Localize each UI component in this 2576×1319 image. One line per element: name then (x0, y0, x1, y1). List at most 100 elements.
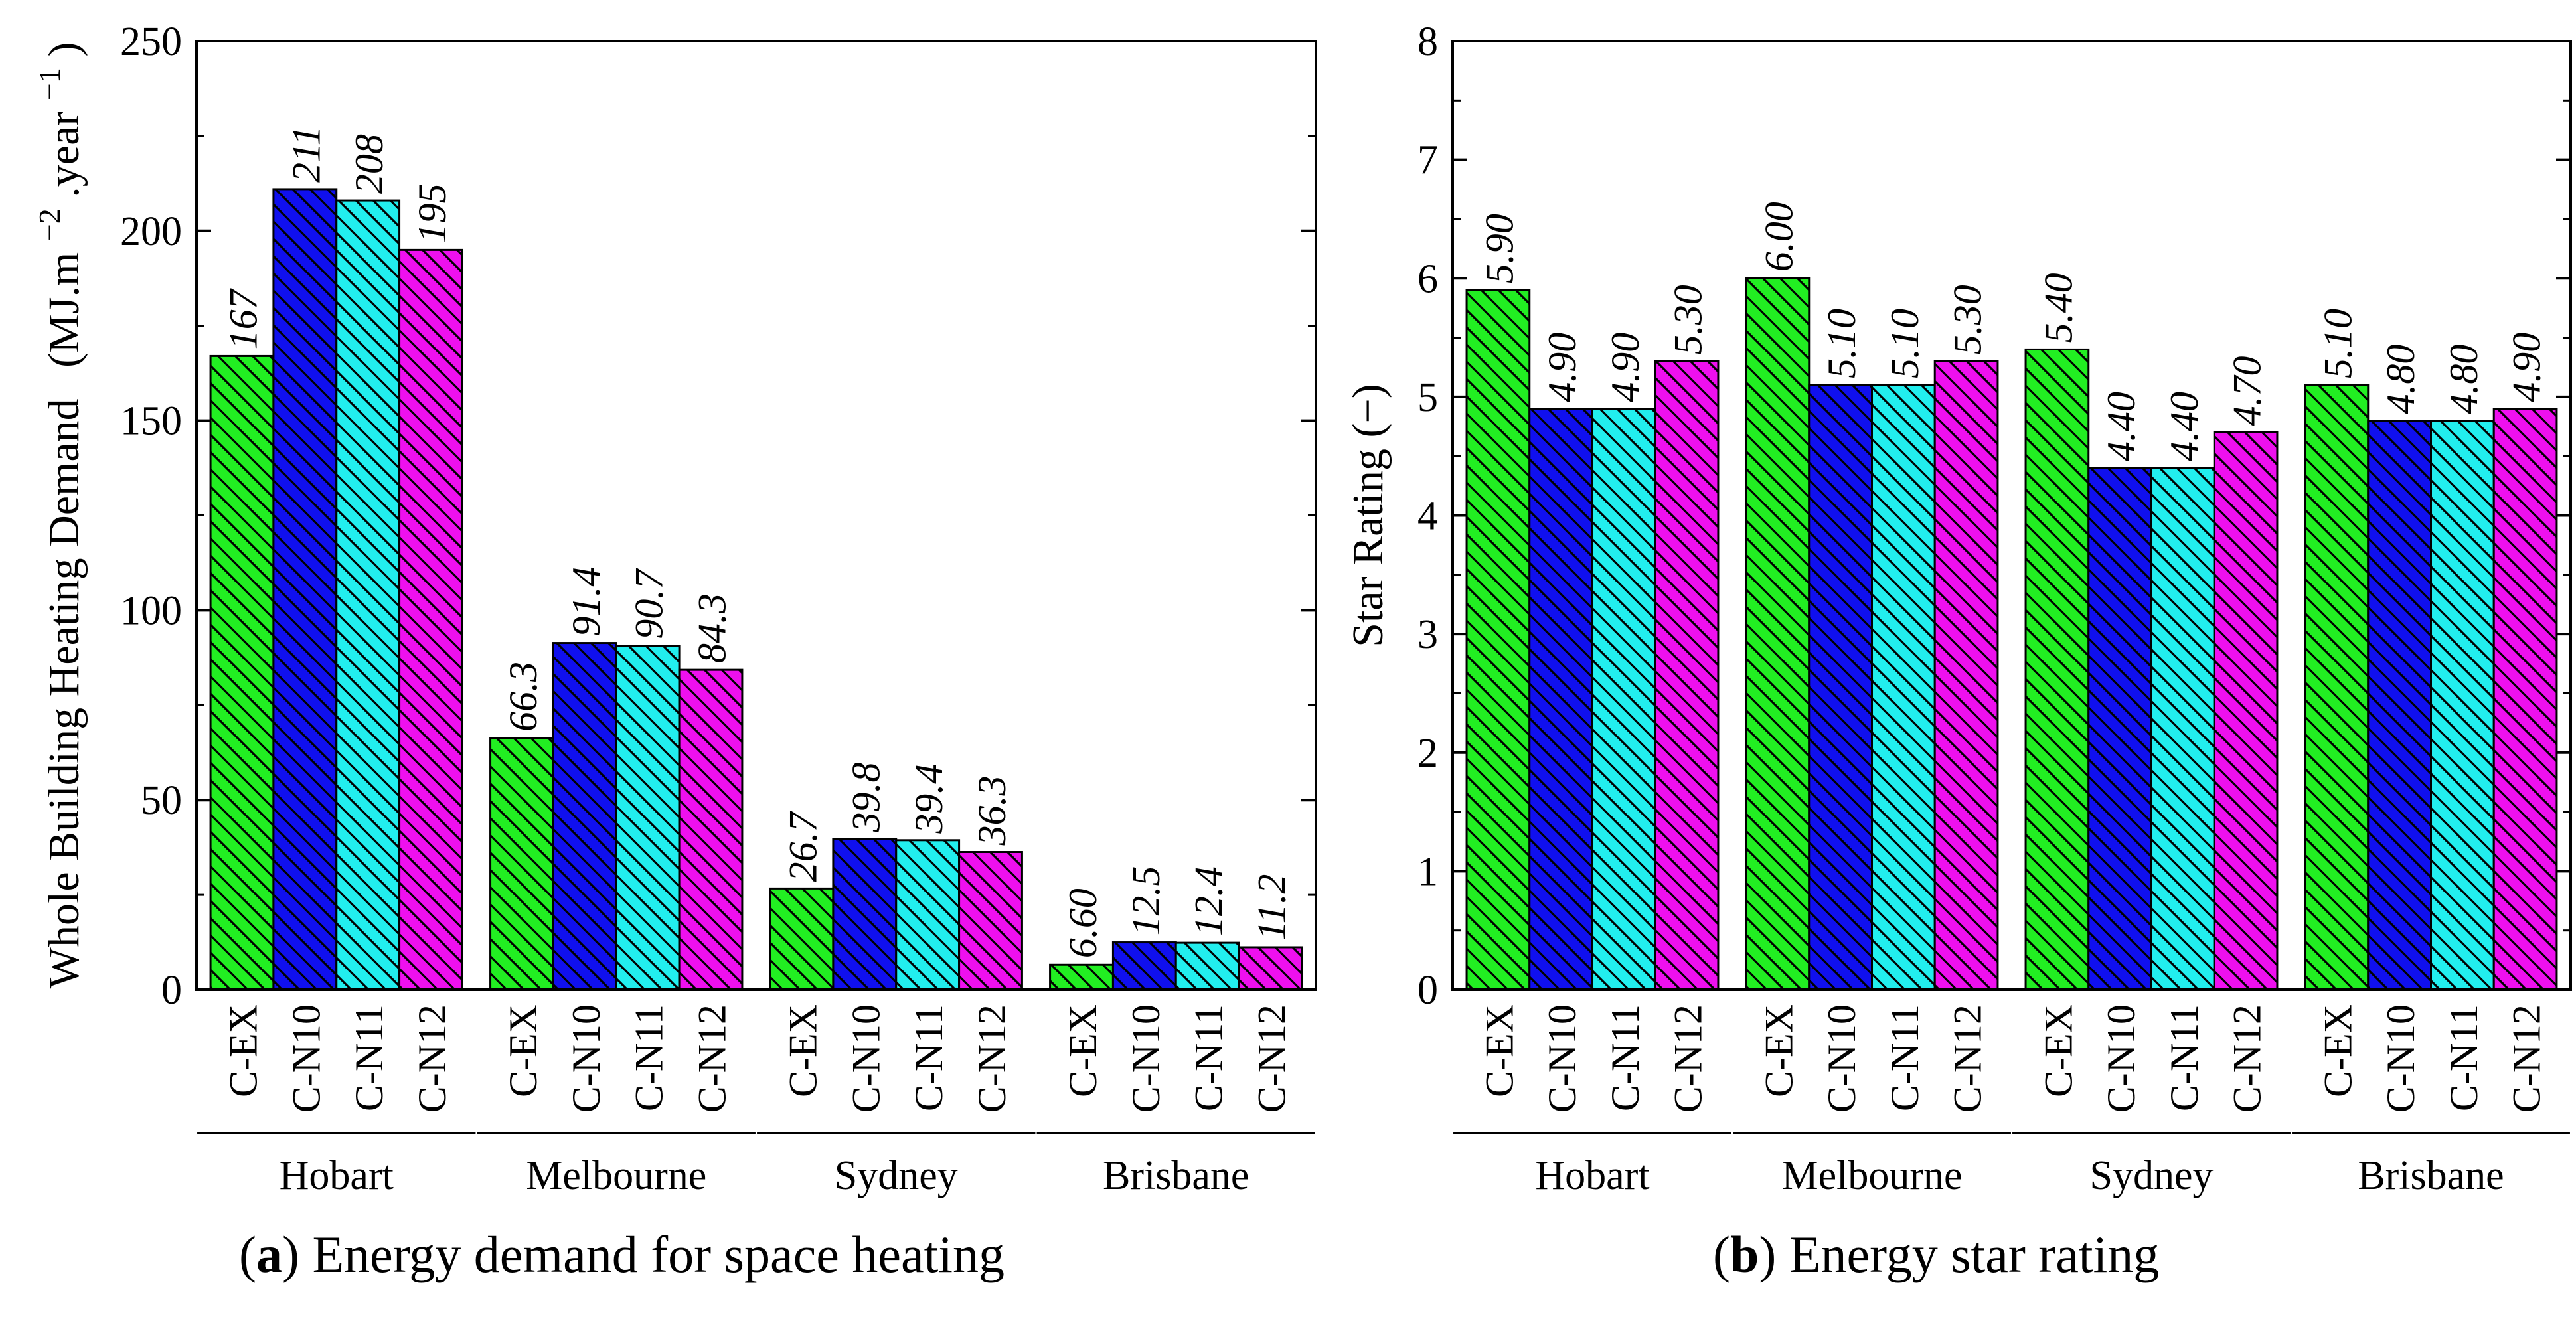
data-label-b-sydney-c-n11: 4.40 (2162, 392, 2206, 461)
x-axis-b: C-EX C-N10 C-N11 C-N12 Hobart C-EX C-N10 C-N11 C… (1453, 1004, 2570, 1198)
y-axis-b: 0 1 2 3 4 5 6 7 8 (1417, 19, 2571, 1013)
x-tick-label-a-hobart-c-ex: C-EX (221, 1004, 265, 1097)
bar-a-sydney-c-ex-hatch (769, 887, 835, 991)
caption-a: (a) Energy demand for space heating (239, 1225, 1005, 1283)
bars-group-a (209, 188, 1303, 991)
bar-b-sydney-c-n10-hatch (2087, 467, 2152, 991)
bar-a-brisbane-c-n10-hatch (1111, 941, 1177, 991)
category-label-a-hobart: Hobart (280, 1153, 394, 1198)
bar-b-sydney-c-n12-hatch (2213, 431, 2279, 991)
bar-b-brisbane-c-n12-hatch (2492, 408, 2558, 991)
data-label-a-melbourne-c-n11: 90.7 (627, 568, 671, 639)
bar-a-sydney-c-n12-hatch (958, 851, 1023, 991)
x-tick-label-b-sydney-c-ex: C-EX (2036, 1004, 2080, 1097)
data-label-a-melbourne-c-n10: 91.4 (564, 567, 608, 637)
y-axis-title-a-unit-sup2: −1 (33, 68, 66, 100)
chart-panel-a: 167 211 208 195 66.3 91.4 90.7 84.3 26.7 39.8 39.4… (21, 19, 1317, 1198)
x-tick-label-a-melbourne-c-n12: C-N12 (690, 1004, 734, 1113)
data-labels-b: 5.90 4.90 4.90 5.30 6.00 5.10 5.10 5.30 5.40 4.40… (1477, 202, 2548, 461)
x-tick-label-b-melbourne-c-n12: C-N12 (1946, 1004, 1990, 1113)
bar-b-melbourne-c-n11-hatch (1871, 384, 1936, 991)
data-label-a-hobart-c-n11: 208 (347, 134, 391, 194)
data-label-b-brisbane-c-n10: 4.80 (2379, 345, 2423, 414)
category-label-a-melbourne: Melbourne (526, 1153, 706, 1198)
x-tick-label-b-brisbane-c-ex: C-EX (2316, 1004, 2360, 1097)
x-tick-label-b-hobart-c-n11: C-N11 (1603, 1004, 1647, 1111)
data-label-b-sydney-c-n10: 4.40 (2099, 392, 2143, 461)
y-axis-title-b: Star Rating (−) (1344, 384, 1392, 647)
y-tick-label-b-3: 3 (1417, 612, 1438, 657)
bar-a-hobart-c-n11-hatch (335, 199, 401, 991)
x-tick-label-a-hobart-c-n11: C-N11 (347, 1004, 391, 1111)
bars-group-b (1465, 277, 2558, 991)
data-label-a-sydney-c-n10: 39.8 (844, 763, 888, 833)
data-label-a-brisbane-c-n10: 12.5 (1124, 866, 1168, 936)
y-tick-label-a-4: 200 (120, 209, 182, 254)
category-label-a-sydney: Sydney (835, 1153, 958, 1198)
x-tick-label-b-hobart-c-ex: C-EX (1477, 1004, 1521, 1097)
x-tick-label-b-melbourne-c-n11: C-N11 (1883, 1004, 1927, 1111)
x-tick-label-a-brisbane-c-ex: C-EX (1061, 1004, 1105, 1097)
bar-a-melbourne-c-ex-hatch (489, 737, 554, 991)
bar-a-sydney-c-n10-hatch (832, 838, 898, 991)
caption-b-label: b (1730, 1225, 1759, 1283)
y-axis-title-b-main: Star Rating (−) (1344, 384, 1392, 647)
x-tick-label-a-sydney-c-ex: C-EX (781, 1004, 825, 1097)
bar-b-melbourne-c-n12-hatch (1933, 360, 1999, 991)
x-tick-label-b-sydney-c-n12: C-N12 (2225, 1004, 2269, 1113)
y-tick-label-b-0: 0 (1417, 968, 1438, 1013)
bar-b-hobart-c-ex-hatch (1465, 289, 1531, 991)
x-tick-label-a-brisbane-c-n11: C-N11 (1187, 1004, 1231, 1111)
x-tick-label-b-brisbane-c-n10: C-N10 (2379, 1004, 2423, 1113)
data-label-b-hobart-c-n11: 4.90 (1603, 333, 1647, 402)
bar-b-melbourne-c-ex-hatch (1745, 277, 1811, 991)
x-tick-label-b-hobart-c-n10: C-N10 (1540, 1004, 1584, 1113)
caption-a-text: Energy demand for space heating (299, 1225, 1005, 1283)
y-tick-label-b-2: 2 (1417, 731, 1438, 776)
bar-b-melbourne-c-n10-hatch (1808, 384, 1873, 991)
x-tick-label-b-brisbane-c-n12: C-N12 (2505, 1004, 2549, 1113)
bar-b-brisbane-c-n10-hatch (2367, 420, 2432, 991)
y-tick-label-a-2: 100 (120, 588, 182, 633)
data-label-a-hobart-c-n10: 211 (284, 125, 328, 183)
category-label-b-sydney: Sydney (2090, 1153, 2214, 1198)
data-label-a-sydney-c-n12: 36.3 (970, 776, 1014, 846)
x-tick-label-a-hobart-c-n12: C-N12 (410, 1004, 454, 1113)
data-label-a-sydney-c-n11: 39.4 (907, 764, 951, 834)
y-axis-title-a-unit-open: (MJ.m (40, 252, 88, 368)
x-tick-label-a-melbourne-c-ex: C-EX (501, 1004, 545, 1097)
data-label-a-hobart-c-ex: 167 (221, 287, 265, 349)
category-label-a-brisbane: Brisbane (1103, 1153, 1249, 1198)
y-tick-label-a-1: 50 (141, 778, 182, 823)
y-tick-label-b-5: 5 (1417, 375, 1438, 420)
y-axis-a: 0 50 100 150 200 250 (120, 19, 1316, 1013)
x-tick-label-b-melbourne-c-n10: C-N10 (1820, 1004, 1864, 1113)
data-label-b-melbourne-c-n10: 5.10 (1820, 309, 1864, 378)
data-label-a-melbourne-c-n12: 84.3 (690, 593, 734, 663)
bar-a-hobart-c-n10-hatch (272, 188, 338, 991)
x-tick-label-b-hobart-c-n12: C-N12 (1666, 1004, 1710, 1113)
data-label-a-brisbane-c-n12: 11.2 (1250, 874, 1294, 941)
y-tick-label-b-4: 4 (1417, 494, 1438, 539)
y-axis-title-a: Whole Building Heating Demand (MJ.m −2 .… (21, 42, 88, 989)
data-label-b-hobart-c-n12: 5.30 (1666, 285, 1710, 354)
bar-b-hobart-c-n12-hatch (1654, 360, 1720, 991)
data-label-b-sydney-c-ex: 5.40 (2036, 273, 2080, 343)
x-tick-label-a-sydney-c-n11: C-N11 (907, 1004, 951, 1111)
bar-a-hobart-c-ex-hatch (209, 354, 275, 991)
data-label-a-melbourne-c-ex: 66.3 (501, 662, 545, 732)
chart-panel-b: 5.90 4.90 4.90 5.30 6.00 5.10 5.10 5.30 5.40 4.40… (1344, 19, 2572, 1198)
y-tick-label-a-0: 0 (161, 968, 182, 1013)
bar-a-brisbane-c-n12-hatch (1238, 946, 1303, 991)
bar-b-brisbane-c-n11-hatch (2430, 420, 2495, 991)
data-label-b-brisbane-c-ex: 5.10 (2316, 309, 2360, 378)
y-tick-label-a-3: 150 (120, 399, 182, 444)
caption-b-text: Energy star rating (1776, 1225, 2160, 1283)
x-tick-label-b-brisbane-c-n11: C-N11 (2442, 1004, 2486, 1111)
x-tick-label-b-sydney-c-n11: C-N11 (2162, 1004, 2206, 1111)
bar-a-melbourne-c-n10-hatch (552, 642, 617, 991)
category-label-b-melbourne: Melbourne (1781, 1153, 1962, 1198)
y-axis-title-a-unit-close: ) (40, 42, 88, 57)
